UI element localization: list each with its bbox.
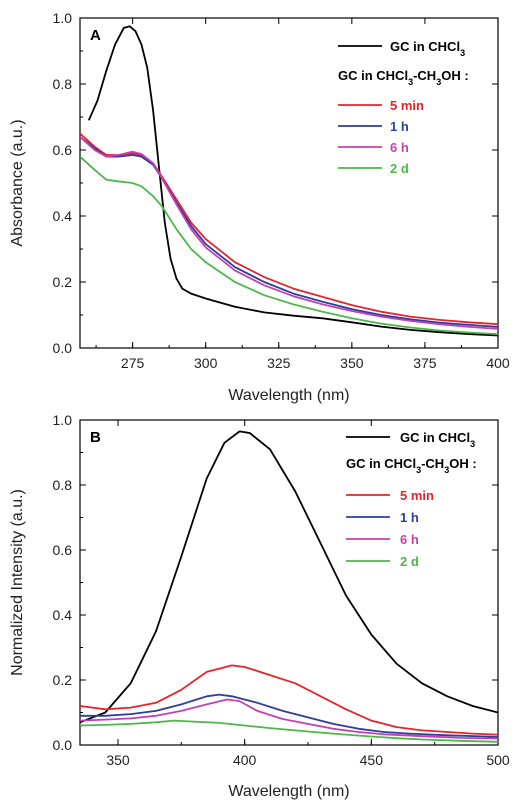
- y-tick-label: 1.0: [53, 412, 73, 428]
- series-line-5-min: [80, 664, 498, 736]
- legend-entry: 2 d: [390, 161, 409, 176]
- chart-panel-a: 275 300 325 350 375 400 0.0 0.2 0.4 0.6 0.8 1.0 Wave…: [9, 10, 510, 404]
- panel-label: B: [90, 429, 101, 446]
- series-line-1-h: [80, 693, 498, 738]
- y-tick-label: 0.6: [53, 542, 73, 558]
- legend-heading: GC in CHCl3-CH3OH :: [346, 456, 477, 475]
- x-tick-label: 300: [194, 355, 218, 371]
- y-tick-label: 0.2: [53, 274, 73, 290]
- x-tick-label: 500: [486, 752, 510, 768]
- series-line-2-d: [80, 719, 498, 743]
- legend-entry: 6 h: [390, 140, 409, 155]
- x-tick-label: 325: [267, 355, 291, 371]
- legend-entry: 1 h: [390, 119, 409, 134]
- legend-entry: 5 min: [400, 488, 434, 503]
- legend-entry: 1 h: [400, 510, 419, 525]
- x-tick-label: 350: [340, 355, 364, 371]
- panel-label: A: [90, 27, 101, 44]
- y-tick-label: 0.0: [53, 737, 73, 753]
- y-tick-label: 0.4: [53, 607, 73, 623]
- x-tick-label: 400: [233, 752, 257, 768]
- x-tick-label: 375: [413, 355, 437, 371]
- y-tick-label: 1.0: [53, 10, 73, 26]
- y-tick-label: 0.4: [53, 208, 73, 224]
- x-tick-label: 450: [360, 752, 384, 768]
- legend-entry: 6 h: [400, 532, 419, 547]
- series-line-2-d: [80, 155, 498, 335]
- legend-entry: 5 min: [390, 98, 424, 113]
- x-tick-label: 400: [486, 355, 510, 371]
- x-tick-label: 275: [121, 355, 145, 371]
- y-tick-label: 0.2: [53, 672, 73, 688]
- legend-entry: GC in CHCl3: [390, 39, 465, 58]
- series-line-gc-in-chcl3: [80, 430, 498, 724]
- x-tick-label: 350: [106, 752, 130, 768]
- y-axis-title: Normalized Intensity (a.u.): [9, 489, 26, 676]
- y-tick-label: 0.6: [53, 142, 73, 158]
- y-tick-label: 0.0: [53, 340, 73, 356]
- y-tick-label: 0.8: [53, 76, 73, 92]
- x-axis-title: Wavelength (nm): [228, 783, 349, 800]
- legend-heading: GC in CHCl3-CH3OH :: [338, 68, 469, 87]
- y-tick-label: 0.8: [53, 477, 73, 493]
- x-axis-title: Wavelength (nm): [228, 387, 349, 404]
- series-line-6-h: [80, 136, 498, 330]
- series-line-gc-in-chcl3: [87, 25, 498, 337]
- chart-panel-b: 350 400 450 500 0.0 0.2 0.4 0.6 0.8 1.0 Wavelength…: [9, 412, 510, 800]
- series-line-6-h: [80, 698, 498, 740]
- y-axis-title: Absorbance (a.u.): [9, 119, 26, 246]
- series-line-5-min: [80, 132, 498, 326]
- legend-entry: GC in CHCl3: [400, 430, 475, 449]
- legend-entry: 2 d: [400, 554, 419, 569]
- series-line-1-h: [80, 136, 498, 328]
